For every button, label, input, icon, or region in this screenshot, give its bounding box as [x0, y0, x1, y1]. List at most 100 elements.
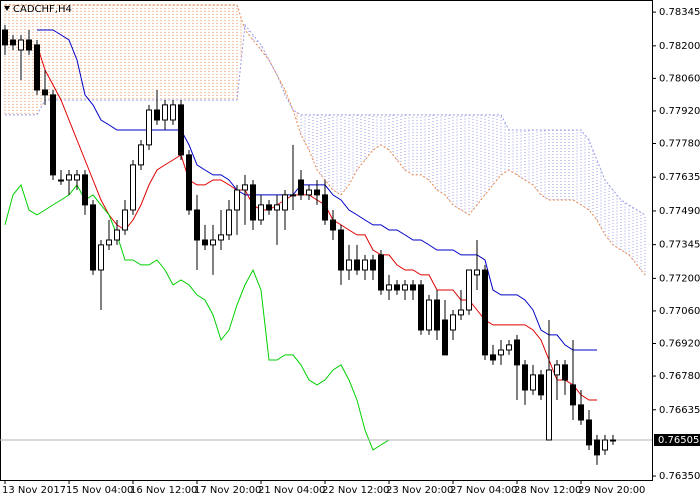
candle-body: [2, 29, 8, 46]
senkou-b-line: [5, 23, 646, 216]
x-tick-label: 13 Nov 2017: [2, 485, 66, 496]
candle-body: [546, 369, 552, 441]
candle-body: [210, 239, 216, 246]
candle-body: [306, 189, 312, 196]
candle-body: [410, 284, 416, 291]
x-tick-label: 16 Nov 12:00: [130, 485, 197, 496]
y-tick-label: 0.78345: [659, 7, 700, 18]
candle-body: [242, 184, 248, 191]
candle-body: [98, 244, 104, 271]
candle-body: [378, 254, 384, 291]
x-tick-label: 27 Nov 04:00: [450, 485, 517, 496]
plot-frame: [0, 0, 653, 481]
x-tick-label: 17 Nov 20:00: [194, 485, 261, 496]
candle-body: [130, 164, 136, 211]
candle-body: [450, 314, 456, 331]
y-tick-label: 0.77490: [659, 206, 700, 217]
candle-body: [530, 374, 536, 391]
candle-body: [394, 284, 400, 291]
x-tick-label: 22 Nov 12:00: [322, 485, 389, 496]
chart-title: CADCHF,H4: [13, 4, 72, 15]
candle-body: [506, 344, 512, 351]
y-tick-label: 0.78060: [659, 73, 700, 84]
candle-body: [522, 364, 528, 391]
candle-body: [74, 174, 80, 181]
candle-body: [362, 259, 368, 271]
y-tick-label: 0.78200: [659, 41, 700, 52]
candle-body: [570, 384, 576, 406]
candle-body: [82, 174, 88, 206]
candle-body: [498, 349, 504, 356]
candle-body: [90, 204, 96, 271]
candle-body: [290, 194, 296, 197]
cloud: [4, 4, 646, 275]
y-tick-label: 0.77200: [659, 273, 700, 284]
candle-body: [218, 234, 224, 241]
candle-body: [330, 219, 336, 231]
candle-body: [234, 189, 240, 211]
candle-body: [258, 204, 264, 221]
x-tick-label: 21 Nov 04:00: [258, 485, 325, 496]
candles: [2, 24, 616, 465]
candle-body: [554, 364, 560, 376]
candle-body: [434, 299, 440, 331]
candle-body: [386, 284, 392, 291]
candle-body: [314, 189, 320, 196]
candle-body: [18, 39, 24, 51]
y-tick-label: 0.76780: [659, 371, 700, 382]
symbol-icon: [4, 6, 10, 11]
candle-body: [282, 194, 288, 211]
indicator-line: [4, 183, 397, 451]
candle-body: [266, 204, 272, 211]
candle-body: [474, 269, 480, 276]
candle-body: [514, 339, 520, 366]
candle-body: [298, 179, 304, 196]
candle-body: [338, 229, 344, 271]
candle-body: [354, 259, 360, 271]
candle-body: [202, 239, 208, 246]
last-price-label: 0.76505: [658, 435, 699, 446]
candle-body: [322, 194, 328, 221]
candle-body: [538, 374, 544, 396]
candle-body: [402, 284, 408, 291]
candle-body: [170, 104, 176, 121]
candle-body: [274, 204, 280, 211]
candle-body: [602, 439, 608, 451]
candle-body: [418, 284, 424, 331]
y-tick-label: 0.76350: [659, 471, 700, 482]
candle-body: [458, 309, 464, 316]
axes: 0.78345 0.78200 0.78060 0.77920 0.77780 0.776…: [2, 7, 700, 496]
y-tick-label: 0.77920: [659, 106, 700, 117]
y-tick-label: 0.76920: [659, 338, 700, 349]
candle-body: [226, 209, 232, 236]
candle-body: [106, 239, 112, 246]
candle-body: [58, 179, 64, 182]
last-price-box: [654, 434, 700, 446]
candle-body: [562, 364, 568, 381]
x-tick-label: 23 Nov 20:00: [386, 485, 453, 496]
candle-body: [442, 319, 448, 356]
candle-body: [146, 109, 152, 146]
candle-body: [10, 39, 16, 46]
candle-body: [426, 299, 432, 331]
candle-body: [586, 419, 592, 446]
candle-body: [66, 174, 72, 181]
candle-body: [250, 184, 256, 221]
candle-body: [610, 439, 616, 442]
candle-body: [594, 439, 600, 456]
candle-body: [186, 154, 192, 211]
candle-body: [194, 209, 200, 241]
y-tick-label: 0.76635: [659, 405, 700, 416]
candle-body: [346, 259, 352, 271]
y-tick-label: 0.77780: [659, 138, 700, 149]
candle-body: [138, 144, 144, 166]
candle-body: [370, 259, 376, 271]
candle-body: [122, 209, 128, 231]
candle-body: [154, 109, 160, 121]
candle-body: [42, 89, 48, 96]
candle-body: [178, 104, 184, 156]
candle-body: [162, 104, 168, 121]
candle-body: [114, 229, 120, 241]
